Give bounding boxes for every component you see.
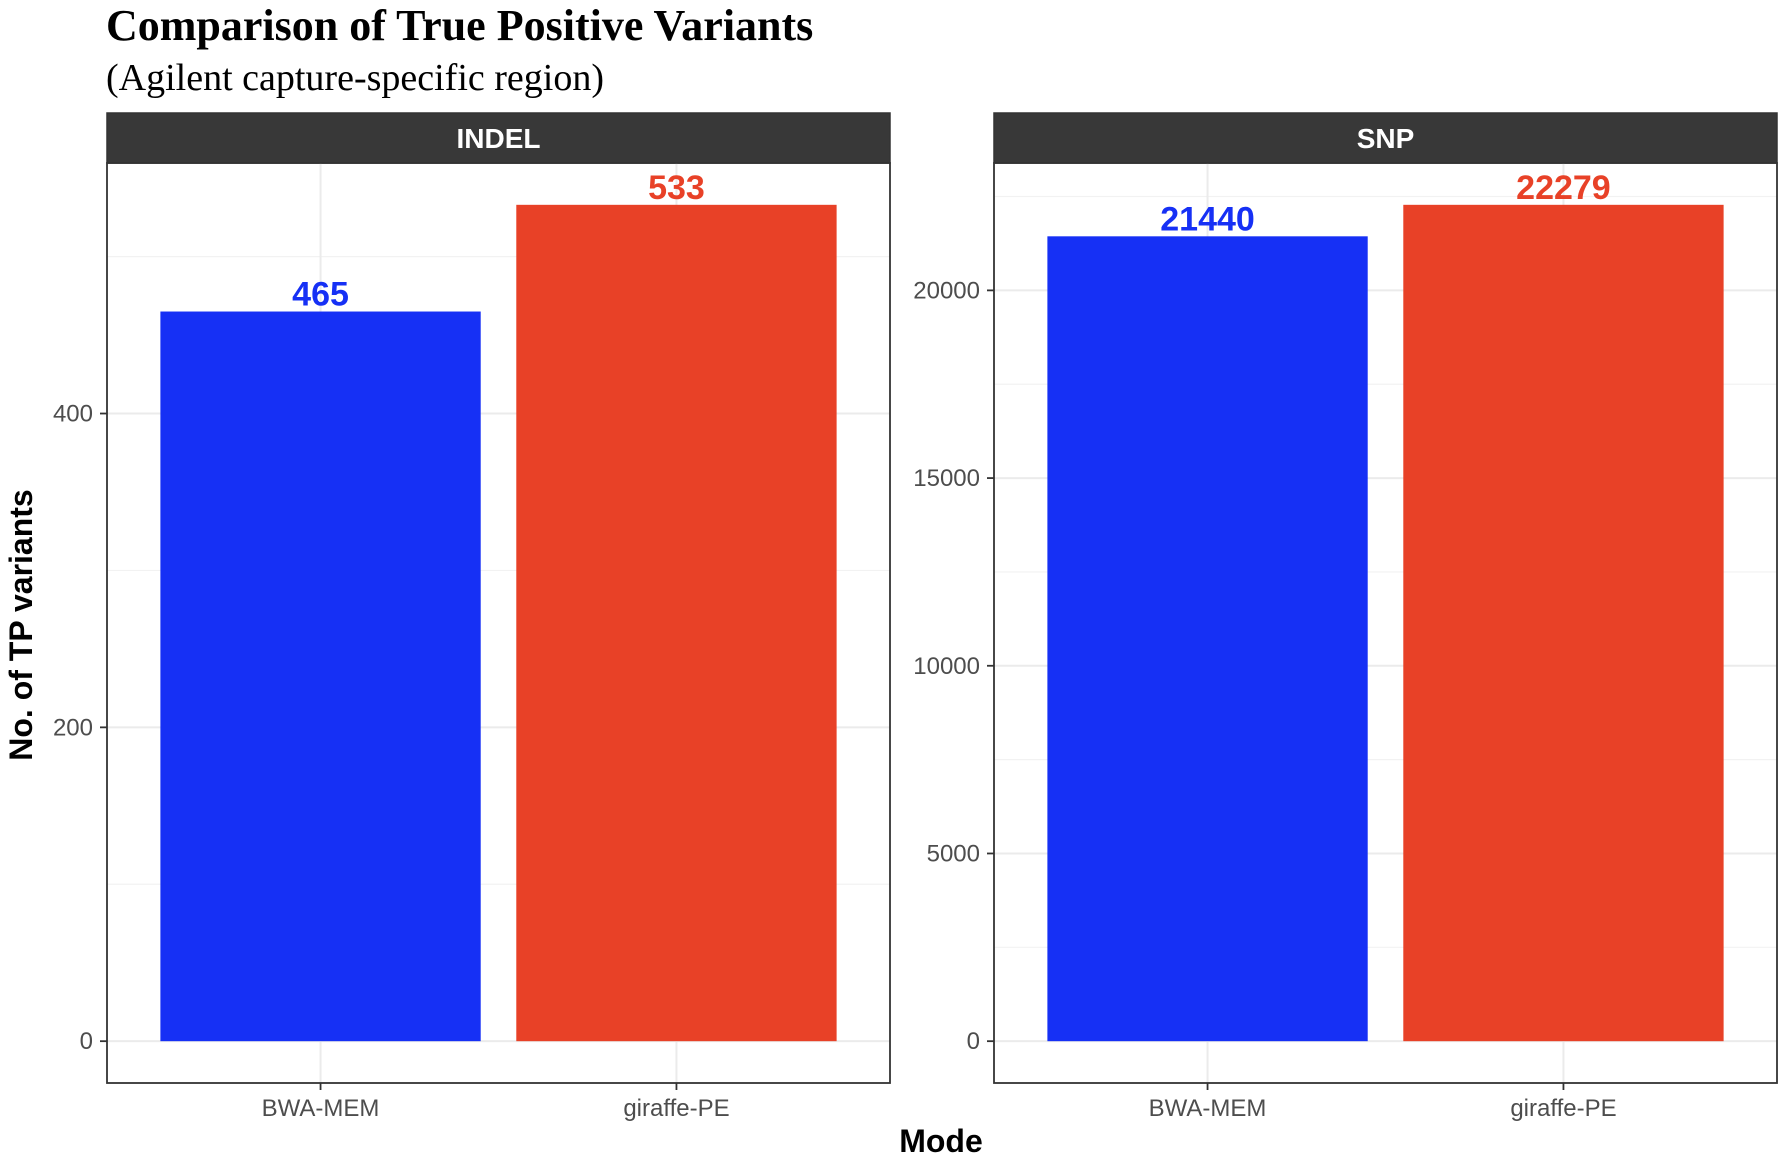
y-tick-label: 20000 xyxy=(913,277,980,304)
panel-border xyxy=(106,162,891,1084)
y-tick-label: 400 xyxy=(53,401,93,428)
x-tick-label: giraffe-PE xyxy=(1510,1095,1616,1122)
y-tick-label: 200 xyxy=(53,714,93,741)
y-tick-label: 0 xyxy=(967,1028,980,1055)
x-tick-label: giraffe-PE xyxy=(623,1095,729,1122)
y-tick-label: 5000 xyxy=(927,840,980,867)
data-label: 22279 xyxy=(1516,169,1611,207)
bar-giraffe-pe xyxy=(1403,204,1724,1042)
y-tick-label: 10000 xyxy=(913,653,980,680)
data-label: 465 xyxy=(292,276,349,314)
y-tick-label: 0 xyxy=(80,1028,93,1055)
panel-border xyxy=(993,162,1778,1084)
facet-panel-indel: INDEL 465 533 0 200 400 BWA-MEM giraffe-PE xyxy=(53,112,891,1122)
chart-title: Comparison of True Positive Variants xyxy=(106,1,813,50)
x-tick-label: BWA-MEM xyxy=(1149,1095,1267,1122)
data-label: 533 xyxy=(648,169,705,207)
facet-panels: INDEL 465 533 0 200 400 BWA-MEM giraffe-PE SNP 21… xyxy=(53,112,1778,1122)
y-tick-label: 15000 xyxy=(913,465,980,492)
chart-subtitle: (Agilent capture-specific region) xyxy=(106,57,604,99)
facet-strip-label: SNP xyxy=(1357,123,1415,154)
data-label: 21440 xyxy=(1160,200,1255,238)
y-axis-title: No. of TP variants xyxy=(3,489,39,760)
facet-strip xyxy=(106,112,891,164)
bar-bwa-mem xyxy=(1047,236,1368,1042)
facet-panel-snp: SNP 21440 22279 0 5000 10000 15000 20000 BWA-MEM… xyxy=(913,112,1778,1122)
x-tick-label: BWA-MEM xyxy=(262,1095,380,1122)
bar-giraffe-pe xyxy=(516,204,837,1042)
x-axis-title: Mode xyxy=(899,1123,983,1159)
facet-strip-label: INDEL xyxy=(457,123,541,154)
bar-bwa-mem xyxy=(160,311,481,1042)
